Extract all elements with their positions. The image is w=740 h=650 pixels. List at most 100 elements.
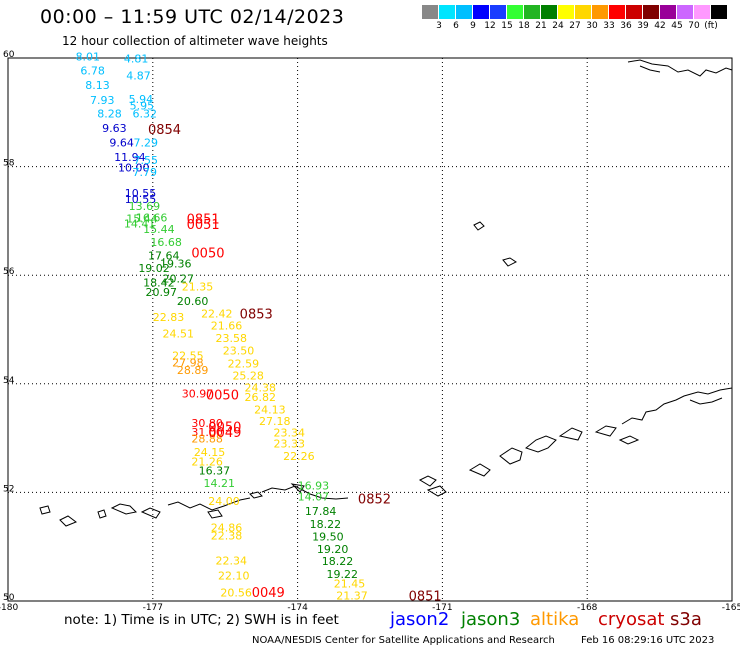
wave-height-label: 22.55 [172, 349, 204, 362]
wave-height-label: 22.42 [201, 308, 233, 321]
latitude-tick-label: 56 [3, 267, 15, 277]
color-swatch [439, 5, 456, 19]
coastline-segment [639, 65, 661, 73]
wave-height-label: 8.28 [97, 108, 122, 121]
wave-height-label: 22.83 [153, 311, 185, 324]
coastline-segment [627, 59, 733, 77]
coastline-segment [594, 425, 617, 437]
coastline-segment [618, 435, 640, 445]
color-swatch [456, 5, 473, 19]
wave-height-label: 20.56 [220, 587, 252, 600]
coastline [39, 59, 733, 527]
wave-height-label: 22.38 [211, 530, 243, 543]
wave-height-label: 16.66 [136, 211, 168, 224]
coastline-segment [558, 427, 583, 441]
wave-height-label: 28.88 [191, 432, 223, 445]
wave-height-label: 19.22 [327, 568, 359, 581]
color-swatch [592, 5, 609, 19]
wave-height-label: 4.87 [126, 70, 150, 83]
wave-height-label: 22.59 [228, 358, 260, 371]
pass-time-labels: 0854085100510050085300500050004908520049… [148, 123, 442, 604]
color-scale-label: 6 [453, 21, 459, 31]
wave-height-label: 24.13 [254, 404, 286, 417]
wave-height-label: 8.13 [85, 79, 110, 92]
color-scale-label: 9 [470, 21, 476, 31]
wave-height-label: 18.22 [310, 518, 342, 531]
legend-jason2: jason2 [390, 609, 450, 630]
wave-height-label: 15.44 [143, 223, 175, 236]
coastline-segment [290, 483, 305, 493]
wave-height-label: 27.18 [259, 415, 291, 428]
wave-height-label: 5.94 [129, 93, 154, 106]
coastline-segment [140, 507, 161, 519]
latitude-tick-label: 60 [3, 50, 15, 60]
color-swatch [575, 5, 592, 19]
wave-height-label: 22.34 [216, 555, 248, 568]
latitude-tick-label: 58 [3, 159, 15, 169]
wave-height-label: 23.50 [223, 344, 255, 357]
wave-height-label: 20.60 [177, 295, 209, 308]
wave-height-label: 15.44 [126, 213, 157, 226]
wave-height-label: 6.32 [133, 108, 158, 121]
color-scale-label: 24 [552, 21, 564, 31]
axis-ticks: 60 58 56 54 52 50-180 -177 -174 -171 -168 -165 [0, 50, 740, 613]
coastline-segment [524, 435, 557, 453]
credit-line: NOAA/NESDIS Center for Satellite Applica… [252, 635, 555, 646]
coastline-segment [499, 447, 523, 465]
wave-height-label: 19.20 [317, 543, 349, 556]
color-scale-label: 3 [436, 21, 442, 31]
wave-height-label: 21.26 [191, 455, 223, 468]
legend-jason3: jason3 [461, 609, 521, 630]
wave-height-label: 10.55 [125, 187, 156, 200]
wave-height-label: 16.37 [199, 464, 231, 477]
wave-height-label: 24.86 [211, 521, 243, 534]
map-title: 00:00 – 11:59 UTC 02/14/2023 [40, 6, 345, 28]
legend-altika: altika [530, 609, 580, 630]
pass-time-label: 0051 [187, 218, 220, 233]
longitude-tick-label: -168 [577, 603, 598, 613]
coastline-segment [502, 257, 517, 267]
wave-height-label: 13.69 [129, 200, 161, 213]
color-swatch [473, 5, 490, 19]
wave-height-label: 28.89 [177, 364, 209, 377]
wave-height-label: 9.63 [102, 122, 127, 135]
map-subtitle: 12 hour collection of altimeter wave hei… [62, 34, 328, 48]
wave-height-label: 7.93 [90, 94, 115, 107]
color-scale-label: 45 [671, 21, 683, 31]
coastline-segment [167, 497, 251, 511]
coastline-segment [97, 509, 107, 519]
wave-height-label: 14.21 [203, 477, 235, 490]
wave-height-label: 14.07 [298, 491, 330, 504]
pass-time-label: 0853 [240, 308, 273, 323]
coastline-segment [473, 221, 485, 231]
wave-height-label: 9.64 [109, 137, 134, 150]
wave-height-label: 6.78 [80, 64, 105, 77]
color-swatch [558, 5, 575, 19]
longitude-tick-label: -177 [143, 603, 163, 613]
color-scale-label: 42 [654, 21, 666, 31]
color-swatch [677, 5, 694, 19]
map-grid [7, 57, 733, 602]
color-swatch [490, 5, 507, 19]
wave-height-label: 10.55 [125, 193, 156, 206]
wave-height-label: 24.00 [208, 495, 240, 508]
color-scale-label: (ft) [704, 21, 718, 31]
wave-height-label: 21.35 [182, 280, 214, 293]
wave-height-label: 19.02 [138, 262, 170, 275]
color-scale-label: 18 [518, 21, 530, 31]
legend-cryosat: cryosat [598, 609, 665, 630]
wave-height-label: 7.55 [133, 154, 158, 167]
color-scale-label: 15 [501, 21, 513, 31]
wave-height-label: 16.68 [150, 236, 182, 249]
wave-height-label: 23.58 [216, 332, 248, 345]
wave-height-label: 11.94 [114, 151, 146, 164]
pass-time-label: 0851 [187, 213, 220, 228]
coastline-segment [59, 515, 78, 527]
color-swatch [524, 5, 541, 19]
color-swatch [422, 5, 439, 19]
latitude-tick-label: 52 [3, 484, 14, 494]
color-scale-label: 27 [569, 21, 581, 31]
color-scale-bar [422, 5, 728, 19]
